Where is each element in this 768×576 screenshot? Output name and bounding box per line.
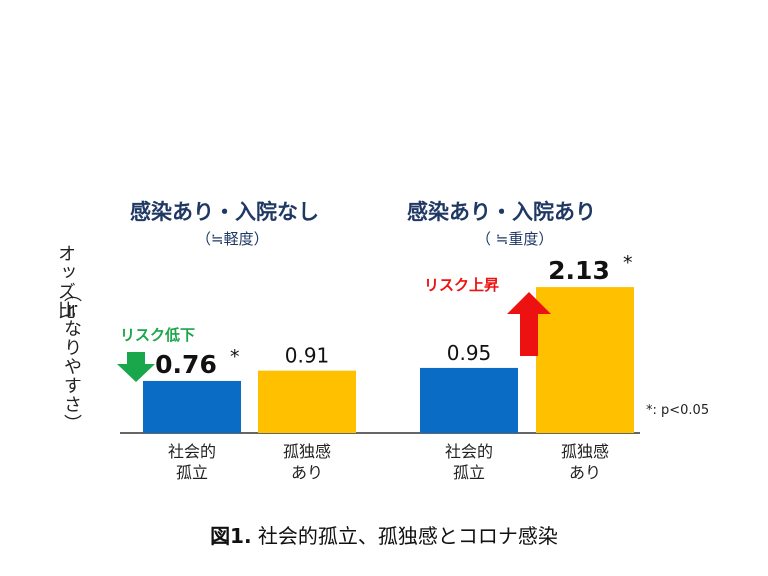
tick-label-line2-0-1: あり	[291, 463, 323, 482]
tick-label-line1-1-0: 社会的	[445, 442, 493, 461]
figure-caption: 図1. 社会的孤立、孤独感とコロナ感染	[0, 520, 768, 549]
risk-decrease-label: リスク低下	[120, 326, 196, 344]
tick-label-line1-1-1: 孤独感	[561, 442, 609, 461]
tick-label-line2-0-0: 孤立	[176, 463, 208, 482]
figure-caption-text: 社会的孤立、孤独感とコロナ感染	[251, 524, 558, 548]
data-label-0-0: 0.76	[155, 350, 217, 379]
tick-label-line1-0-0: 社会的	[168, 442, 216, 461]
significance-mark-1-1: *	[623, 252, 633, 274]
bar-0-1	[258, 370, 356, 433]
data-label-0-1: 0.91	[285, 344, 330, 368]
data-label-1-0: 0.95	[447, 341, 492, 365]
group-subtitle-mild: （≒軽度）	[196, 230, 269, 248]
significance-mark-0-0: *	[230, 346, 240, 368]
data-label-1-1: 2.13	[548, 256, 610, 285]
y-axis-label: オッズ比	[55, 244, 76, 320]
risk-decrease-arrow-icon	[117, 352, 155, 382]
bar-0-0	[143, 380, 241, 433]
group-title-mild: 感染あり・入院なし	[130, 200, 319, 224]
risk-increase-label: リスク上昇	[424, 276, 500, 294]
bar-1-0	[420, 367, 518, 433]
bar-1-1	[536, 287, 634, 433]
group-title-severe: 感染あり・入院あり	[407, 200, 596, 224]
tick-label-line1-0-1: 孤独感	[283, 442, 331, 461]
significance-note: *: p<0.05	[646, 403, 710, 418]
tick-label-line2-1-1: あり	[569, 463, 601, 482]
tick-label-line2-1-0: 孤立	[453, 463, 485, 482]
risk-increase-arrow-icon	[507, 292, 551, 356]
y-axis-sublabel: （≒なりやすさ）	[61, 284, 82, 434]
group-subtitle-severe: （ ≒重度）	[476, 230, 554, 248]
figure-number: 図1.	[210, 524, 252, 548]
